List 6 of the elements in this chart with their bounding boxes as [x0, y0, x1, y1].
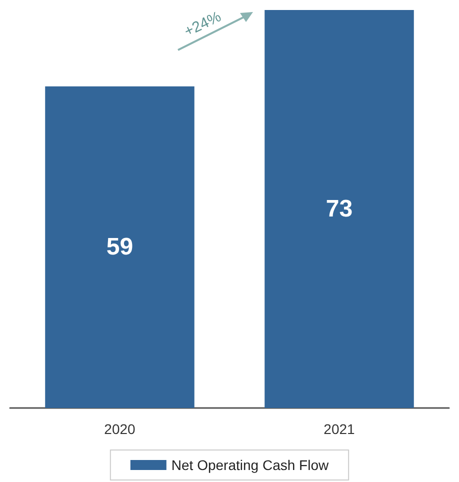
legend-label: Net Operating Cash Flow [171, 457, 330, 473]
x-tick-label: 2021 [324, 421, 356, 437]
data-label: 59 [106, 234, 134, 261]
annotation: +24% [182, 8, 224, 40]
data-label: 73 [326, 196, 353, 222]
x-tick-label: 2020 [104, 421, 136, 437]
